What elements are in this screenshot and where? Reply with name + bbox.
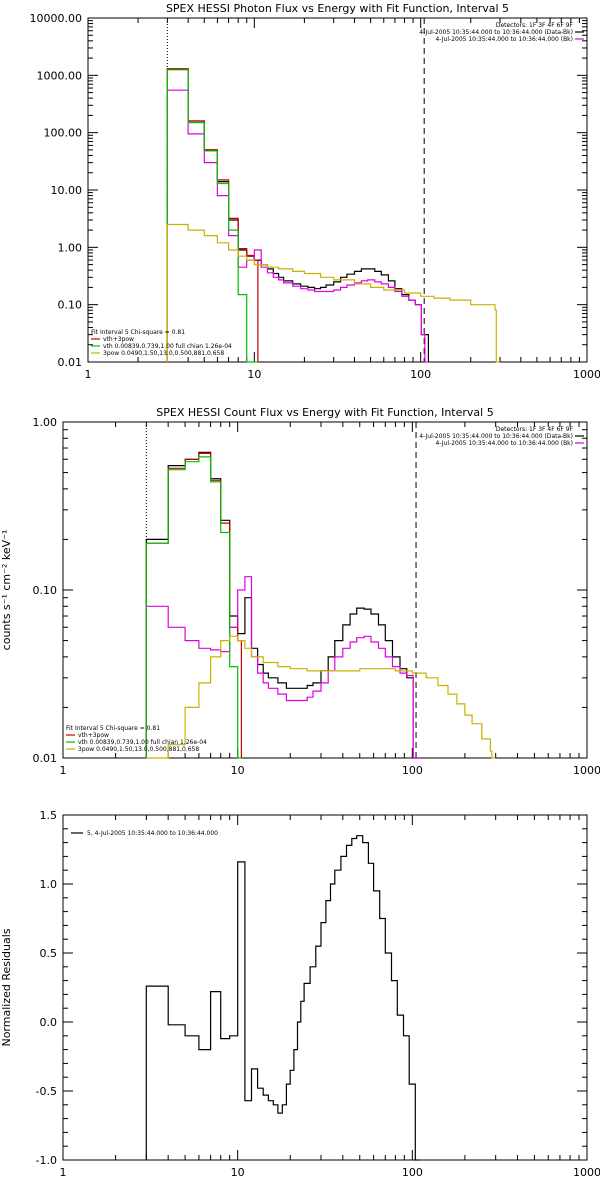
x-tick-label: 1 [60, 1166, 67, 1179]
y-tick-label: 1000.00 [37, 69, 83, 82]
x-tick-label: 100 [402, 764, 423, 777]
y-tick-label: 0.5 [40, 947, 58, 960]
y-tick-label: -1.0 [36, 1154, 57, 1167]
series-3pow [146, 635, 496, 759]
legend-topleft-text: 5, 4-Jul-2005 10:35:44.000 to 10:36:44.0… [87, 830, 218, 837]
x-tick-label: 100 [402, 1166, 423, 1179]
legend-bottomleft-text: 3pow 0.0490,1.50,13.0,0.500,881,0.658 [78, 746, 199, 753]
x-tick-label: 100 [410, 368, 431, 381]
chart-title: SPEX HESSI Count Flux vs Energy with Fit… [156, 406, 493, 419]
photon-flux-panel: SPEX HESSI Photon Flux vs Energy with Fi… [30, 2, 600, 381]
plot-frame [62, 814, 588, 1161]
y-tick-label: 1.5 [40, 809, 58, 822]
y-tick-label: 1.00 [58, 241, 83, 254]
x-tick-label: 1 [85, 368, 92, 381]
residuals-panel: 1 10 100 1000 -1.0 -0.5 0.0 0.5 1.0 1.5 Normalized… [0, 809, 600, 1179]
count-flux-panel: SPEX HESSI Count Flux vs Energy with Fit… [0, 406, 600, 777]
legend-topright-text: 4-Jul-2005 10:35:44.000 to 10:36:44.000 … [435, 36, 573, 43]
legend-topright-text: 4-Jul-2005 10:35:44.000 to 10:36:44.000 … [419, 29, 573, 36]
x-tick-label: 1000 [573, 764, 600, 777]
series-vth [145, 456, 242, 759]
y-axis-label: counts s⁻¹ cm⁻² keV⁻¹ [0, 530, 13, 651]
legend-topright-text: Detectors: 1F 3F 4F 6F 9F [496, 426, 574, 433]
y-tick-label: 0.01 [33, 752, 58, 765]
series-background [145, 576, 421, 759]
y-tick-label: 10.00 [51, 184, 83, 197]
legend-topright-text: 4-Jul-2005 10:35:44.000 to 10:36:44.000 … [435, 440, 573, 447]
series-vth [166, 69, 258, 363]
y-tick-label: 1.00 [33, 416, 58, 429]
y-tick-label: 100.00 [44, 127, 83, 140]
series-background [166, 89, 429, 363]
x-tick-label: 1000 [573, 368, 600, 381]
legend-bottomleft-text: Fit Interval 5 Chi-square = 0.81 [66, 725, 160, 732]
x-tick-label: 10 [247, 368, 261, 381]
y-axis-label: Normalized Residuals [0, 928, 13, 1046]
y-tick-label: 0.10 [33, 584, 58, 597]
y-tick-label: 0.10 [58, 299, 83, 312]
y-tick-label: -0.5 [36, 1085, 57, 1098]
plot-frame [87, 17, 588, 363]
series-data_minus_bk [145, 451, 421, 759]
chart-title: SPEX HESSI Photon Flux vs Energy with Fi… [166, 2, 509, 15]
y-tick-label: 1.0 [40, 878, 58, 891]
legend-bottomleft-text: vth 0.00839,0.739,1.00 full chian 1.26e-… [78, 739, 207, 746]
legend-bottomleft-text: vth+3pow [78, 732, 109, 739]
legend-bottomleft-text: vth 0.00839,0.739,1.00 full chian 1.26e-… [103, 343, 232, 350]
legend-bottomleft-text: 3pow 0.0490,1.50,13.0,0.500,881,0.658 [103, 350, 224, 357]
y-tick-label: 0.0 [40, 1016, 58, 1029]
x-tick-label: 10 [231, 1166, 245, 1179]
legend-bottomleft-text: Fit Interval 5 Chi-square = 0.81 [91, 329, 185, 336]
legend-bottomleft-text: vth+3pow [103, 336, 134, 343]
plot-frame [62, 421, 588, 759]
y-tick-label: 10000.00 [30, 12, 83, 25]
series-3pow [166, 223, 500, 363]
x-tick-label: 1 [60, 764, 67, 777]
series-data_minus_bk [166, 68, 429, 362]
y-tick-label: 0.01 [58, 356, 83, 369]
legend-topright-text: Detectors: 1F 3F 4F 6F 9F [496, 22, 574, 29]
legend-topright-text: 4-Jul-2005 10:35:44.000 to 10:36:44.000 … [419, 433, 573, 440]
x-tick-label: 1000 [573, 1166, 600, 1179]
series-fit_total [166, 68, 259, 362]
series-residuals [145, 835, 419, 1161]
x-tick-label: 10 [231, 764, 245, 777]
